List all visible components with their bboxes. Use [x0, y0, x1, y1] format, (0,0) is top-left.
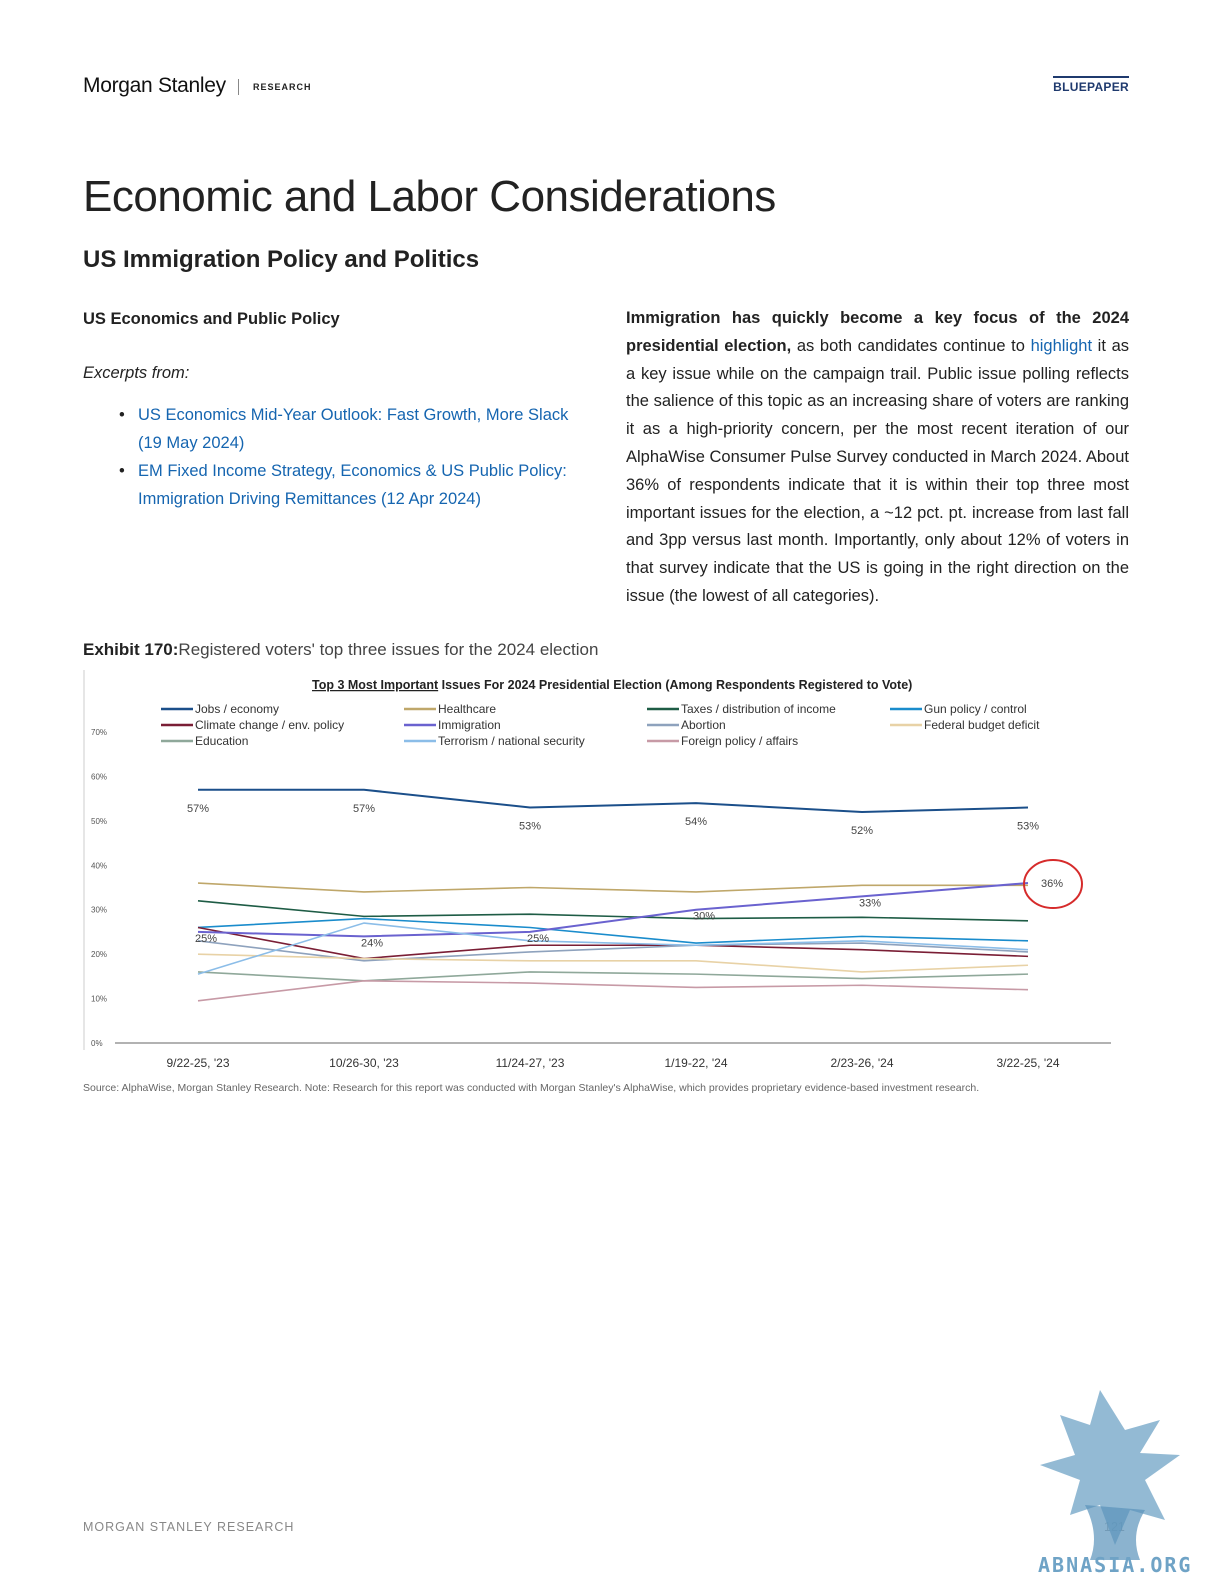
excerpt-link[interactable]: • EM Fixed Income Strategy, Economics & U…: [119, 457, 588, 513]
watermark-body-shape: [1085, 1505, 1145, 1560]
exhibit-text: Registered voters' top three issues for …: [178, 640, 599, 659]
watermark-text: ABNASIA.ORG: [1038, 1553, 1193, 1577]
bullet-icon: •: [119, 406, 125, 424]
y-tick-label: 60%: [91, 772, 107, 781]
exhibit-label: Exhibit 170:: [83, 640, 179, 659]
data-label: 24%: [361, 937, 383, 949]
watermark-logo: [1040, 1390, 1180, 1560]
x-tick-label: 1/19-22, '24: [664, 1056, 727, 1070]
research-tag: RESEARCH: [253, 82, 312, 92]
series-line: [197, 882, 1028, 893]
paragraph-text: it as a key issue while on the campaign …: [626, 336, 1129, 605]
excerpt-links: • US Economics Mid-Year Outlook: Fast Gro…: [83, 401, 588, 513]
chart-title: Top 3 Most Important Issues For 2024 Pre…: [312, 678, 912, 692]
x-tick-label: 2/23-26, '24: [830, 1056, 893, 1070]
data-label: 52%: [851, 825, 873, 837]
y-tick-label: 20%: [91, 950, 107, 959]
data-label: 57%: [353, 803, 375, 815]
legend-label: Climate change / env. policy: [195, 718, 344, 732]
body-paragraph: Immigration has quickly become a key foc…: [626, 305, 1129, 611]
legend-label: Gun policy / control: [924, 702, 1027, 716]
x-tick-label: 10/26-30, '23: [329, 1056, 399, 1070]
header-divider: [238, 79, 239, 95]
y-tick-label: 0%: [91, 1039, 103, 1048]
legend-label: Terrorism / national security: [438, 734, 585, 748]
left-column: US Economics and Public Policy Excerpts …: [83, 307, 588, 513]
series-line: [197, 953, 1029, 973]
data-label: 54%: [685, 816, 707, 828]
legend-label: Federal budget deficit: [924, 718, 1040, 732]
legend-label: Abortion: [681, 718, 726, 732]
y-tick-label: 70%: [91, 728, 107, 737]
chart-title-underlined: Top 3 Most Important: [312, 678, 439, 692]
legend-label: Jobs / economy: [195, 702, 279, 716]
y-tick-label: 30%: [91, 906, 107, 915]
excerpts-label: Excerpts from:: [83, 364, 190, 382]
bullet-icon: •: [119, 462, 125, 480]
y-tick-label: 50%: [91, 817, 107, 826]
source-note: Source: AlphaWise, Morgan Stanley Resear…: [83, 1082, 980, 1094]
data-label: 25%: [195, 933, 217, 945]
watermark-wing-shape: [1040, 1390, 1180, 1545]
series-line: [197, 971, 1029, 982]
data-label: 25%: [527, 933, 549, 945]
highlight-link[interactable]: highlight: [1030, 336, 1093, 355]
data-label: 36%: [1041, 878, 1063, 890]
legend-label: Foreign policy / affairs: [681, 734, 798, 748]
data-label: 57%: [187, 803, 209, 815]
y-tick-label: 40%: [91, 861, 107, 870]
data-label: 53%: [1017, 821, 1039, 833]
brand-logo: Morgan Stanley: [83, 74, 226, 97]
bluepaper-tag: BLUEPAPER: [1053, 76, 1129, 94]
series-line: [197, 900, 1029, 922]
legend-label: Education: [195, 734, 248, 748]
exhibit-caption: Exhibit 170:Registered voters' top three…: [83, 640, 598, 660]
highlight-circle: [1023, 859, 1083, 910]
excerpt-link-text[interactable]: US Economics Mid-Year Outlook: Fast Grow…: [138, 406, 569, 452]
x-tick-label: 11/24-27, '23: [496, 1056, 565, 1070]
section-title: US Immigration Policy and Politics: [83, 246, 480, 273]
excerpt-link[interactable]: • US Economics Mid-Year Outlook: Fast Gro…: [119, 401, 588, 457]
data-label: 33%: [859, 897, 881, 909]
legend-label: Taxes / distribution of income: [681, 702, 836, 716]
series-line: [197, 917, 1029, 944]
chart-container: Top 3 Most Important Issues For 2024 Pre…: [83, 670, 1129, 1078]
sub-heading: US Economics and Public Policy: [83, 310, 340, 328]
x-tick-label: 9/22-25, '23: [166, 1056, 229, 1070]
data-label: 53%: [519, 821, 541, 833]
series-line: [197, 882, 1029, 938]
series-line: [197, 922, 1029, 975]
paragraph-text: as both candidates continue to: [791, 336, 1031, 355]
y-tick-label: 10%: [91, 995, 107, 1004]
legend-label: Immigration: [438, 718, 501, 732]
data-label: 30%: [693, 911, 715, 923]
paragraph-lead: Immigration has quickly become a key foc…: [626, 309, 1129, 355]
footer-label: MORGAN STANLEY RESEARCH: [83, 1520, 295, 1534]
line-chart: Top 3 Most Important Issues For 2024 Pre…: [83, 670, 1111, 1070]
series-line: [197, 926, 1029, 960]
x-tick-label: 3/22-25, '24: [996, 1056, 1059, 1070]
page-header: Morgan Stanley RESEARCH BLUEPAPER: [83, 72, 1129, 102]
series-line: [197, 979, 1029, 1002]
chart-title-rest: Issues For 2024 Presidential Election (A…: [438, 678, 912, 692]
page-title: Economic and Labor Considerations: [83, 172, 776, 221]
legend-label: Healthcare: [438, 702, 496, 716]
series-line: [198, 788, 1029, 813]
excerpt-link-text[interactable]: EM Fixed Income Strategy, Economics & US…: [138, 462, 567, 508]
